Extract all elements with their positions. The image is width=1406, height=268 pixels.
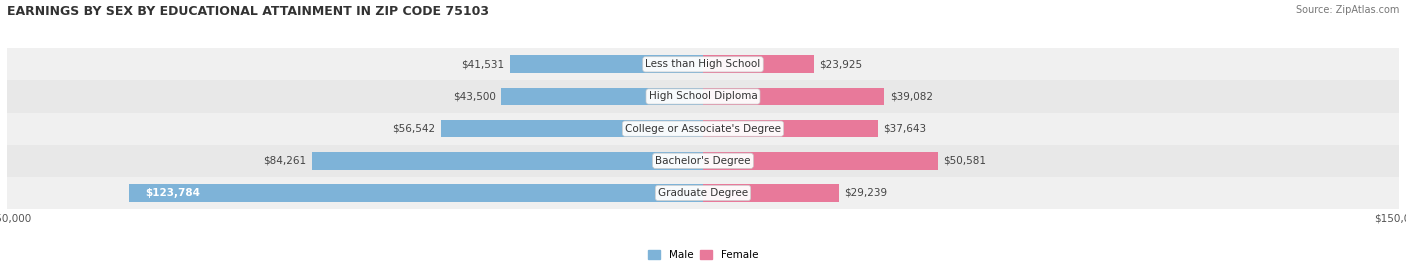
Text: $84,261: $84,261: [263, 156, 307, 166]
Bar: [7, 145, 1399, 177]
Bar: [440, 120, 703, 137]
Bar: [703, 55, 814, 73]
Text: EARNINGS BY SEX BY EDUCATIONAL ATTAINMENT IN ZIP CODE 75103: EARNINGS BY SEX BY EDUCATIONAL ATTAINMEN…: [7, 5, 489, 18]
Bar: [703, 184, 838, 202]
Text: $56,542: $56,542: [392, 124, 434, 134]
Text: $29,239: $29,239: [844, 188, 887, 198]
Text: $41,531: $41,531: [461, 59, 505, 69]
Text: $39,082: $39,082: [890, 91, 934, 102]
Text: $43,500: $43,500: [453, 91, 495, 102]
Text: $50,581: $50,581: [943, 156, 986, 166]
Text: Graduate Degree: Graduate Degree: [658, 188, 748, 198]
Bar: [7, 113, 1399, 145]
Bar: [510, 55, 703, 73]
Text: Source: ZipAtlas.com: Source: ZipAtlas.com: [1295, 5, 1399, 15]
Text: $123,784: $123,784: [145, 188, 201, 198]
Legend: Male, Female: Male, Female: [648, 250, 758, 260]
Bar: [501, 88, 703, 105]
Bar: [129, 184, 703, 202]
Text: Less than High School: Less than High School: [645, 59, 761, 69]
Text: High School Diploma: High School Diploma: [648, 91, 758, 102]
Bar: [703, 152, 938, 170]
Text: College or Associate's Degree: College or Associate's Degree: [626, 124, 780, 134]
Bar: [7, 177, 1399, 209]
Bar: [7, 80, 1399, 113]
Bar: [703, 88, 884, 105]
Text: $37,643: $37,643: [883, 124, 927, 134]
Text: $23,925: $23,925: [820, 59, 863, 69]
Bar: [703, 120, 877, 137]
Text: Bachelor's Degree: Bachelor's Degree: [655, 156, 751, 166]
Bar: [312, 152, 703, 170]
Bar: [7, 48, 1399, 80]
